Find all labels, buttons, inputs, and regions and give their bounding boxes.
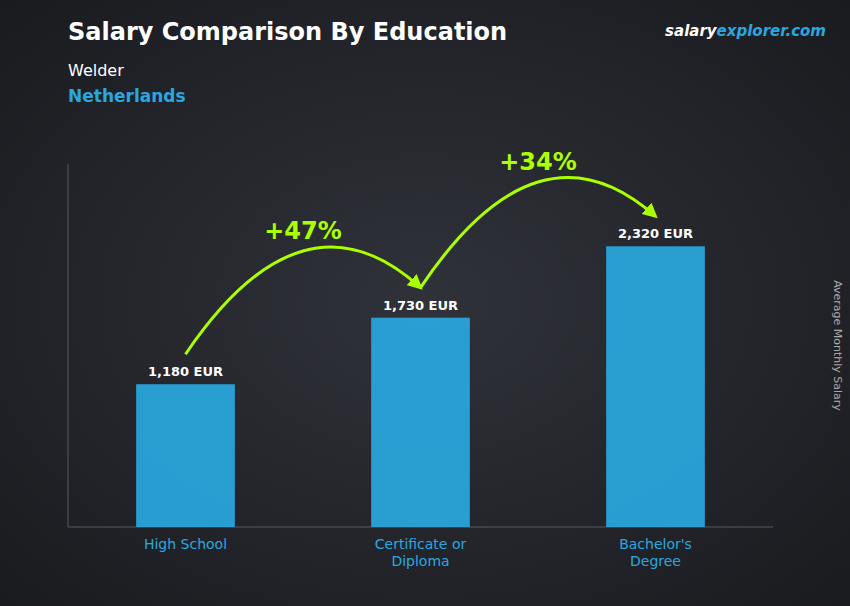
bars bbox=[136, 246, 705, 527]
brand: salaryexplorer.com bbox=[665, 22, 826, 40]
y-axis-label: Average Monthly Salary bbox=[831, 280, 844, 411]
y-axis-line bbox=[68, 164, 69, 527]
background bbox=[0, 0, 850, 606]
data-label: 1,180 EUR bbox=[148, 364, 223, 379]
annotation-arrow bbox=[421, 177, 656, 287]
subtitle: Netherlands bbox=[68, 86, 186, 106]
annotation-arrow bbox=[186, 247, 421, 354]
annotation: +34% bbox=[499, 148, 577, 176]
bar bbox=[371, 318, 470, 527]
title: Salary Comparison By Education bbox=[68, 18, 507, 46]
brand-part: salary bbox=[665, 22, 718, 40]
chart: Salary Comparison By Education Welder Neth… bbox=[0, 0, 850, 606]
x-tick-label: Bachelor'sDegree bbox=[619, 536, 692, 569]
bar bbox=[606, 246, 705, 527]
data-label: 1,730 EUR bbox=[383, 298, 458, 313]
data-label: 2,320 EUR bbox=[618, 226, 693, 241]
brand-part: explorer.com bbox=[717, 22, 826, 40]
x-tick-label: High School bbox=[144, 536, 227, 552]
x-tick-label: Certificate orDiploma bbox=[375, 536, 467, 569]
subtitle: Welder bbox=[68, 61, 124, 80]
bar bbox=[136, 384, 235, 527]
annotation: +47% bbox=[264, 217, 342, 245]
